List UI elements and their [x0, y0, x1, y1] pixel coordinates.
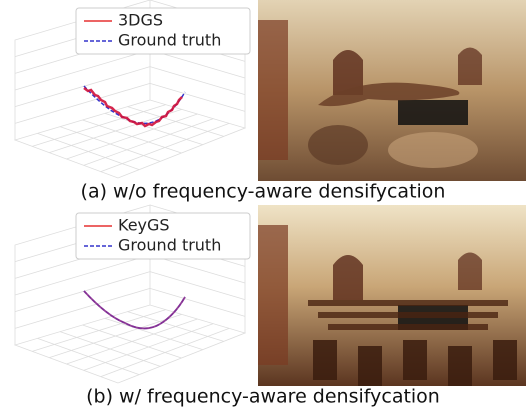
- chair: [448, 346, 472, 386]
- chair: [403, 340, 427, 380]
- arch: [458, 48, 482, 86]
- arch: [333, 255, 363, 300]
- piano: [398, 100, 468, 125]
- wall-left: [258, 225, 288, 365]
- figure: 3DGSGround truth(a) w/o frequency-aware …: [0, 0, 526, 414]
- grid-line: [15, 67, 150, 107]
- grid-line: [150, 67, 245, 95]
- legend-label: Ground truth: [118, 31, 221, 50]
- grid-line: [150, 288, 245, 316]
- chairs: [308, 300, 508, 306]
- legend-label: KeyGS: [118, 216, 170, 235]
- grid-line: [15, 272, 150, 312]
- grid-line: [150, 83, 245, 111]
- chairs: [318, 312, 498, 318]
- grid-line: [150, 272, 245, 300]
- rendered-image: [258, 205, 526, 386]
- legend-label: Ground truth: [118, 236, 221, 255]
- chair: [358, 346, 382, 386]
- chair: [313, 340, 337, 380]
- arch: [458, 253, 482, 291]
- caption: (b) w/ frequency-aware densifycation: [86, 386, 440, 408]
- chair: [493, 340, 517, 380]
- artifact: [388, 132, 478, 168]
- grid-line: [15, 50, 150, 90]
- legend-label: 3DGS: [118, 11, 163, 30]
- chairs: [328, 324, 488, 330]
- grid-line: [15, 288, 150, 328]
- caption: (a) w/o frequency-aware densifycation: [81, 181, 446, 203]
- grid-line: [15, 255, 150, 295]
- estimated-curve: [84, 88, 182, 126]
- wall-left: [258, 20, 288, 160]
- artifact: [308, 125, 368, 165]
- grid-line: [15, 83, 150, 123]
